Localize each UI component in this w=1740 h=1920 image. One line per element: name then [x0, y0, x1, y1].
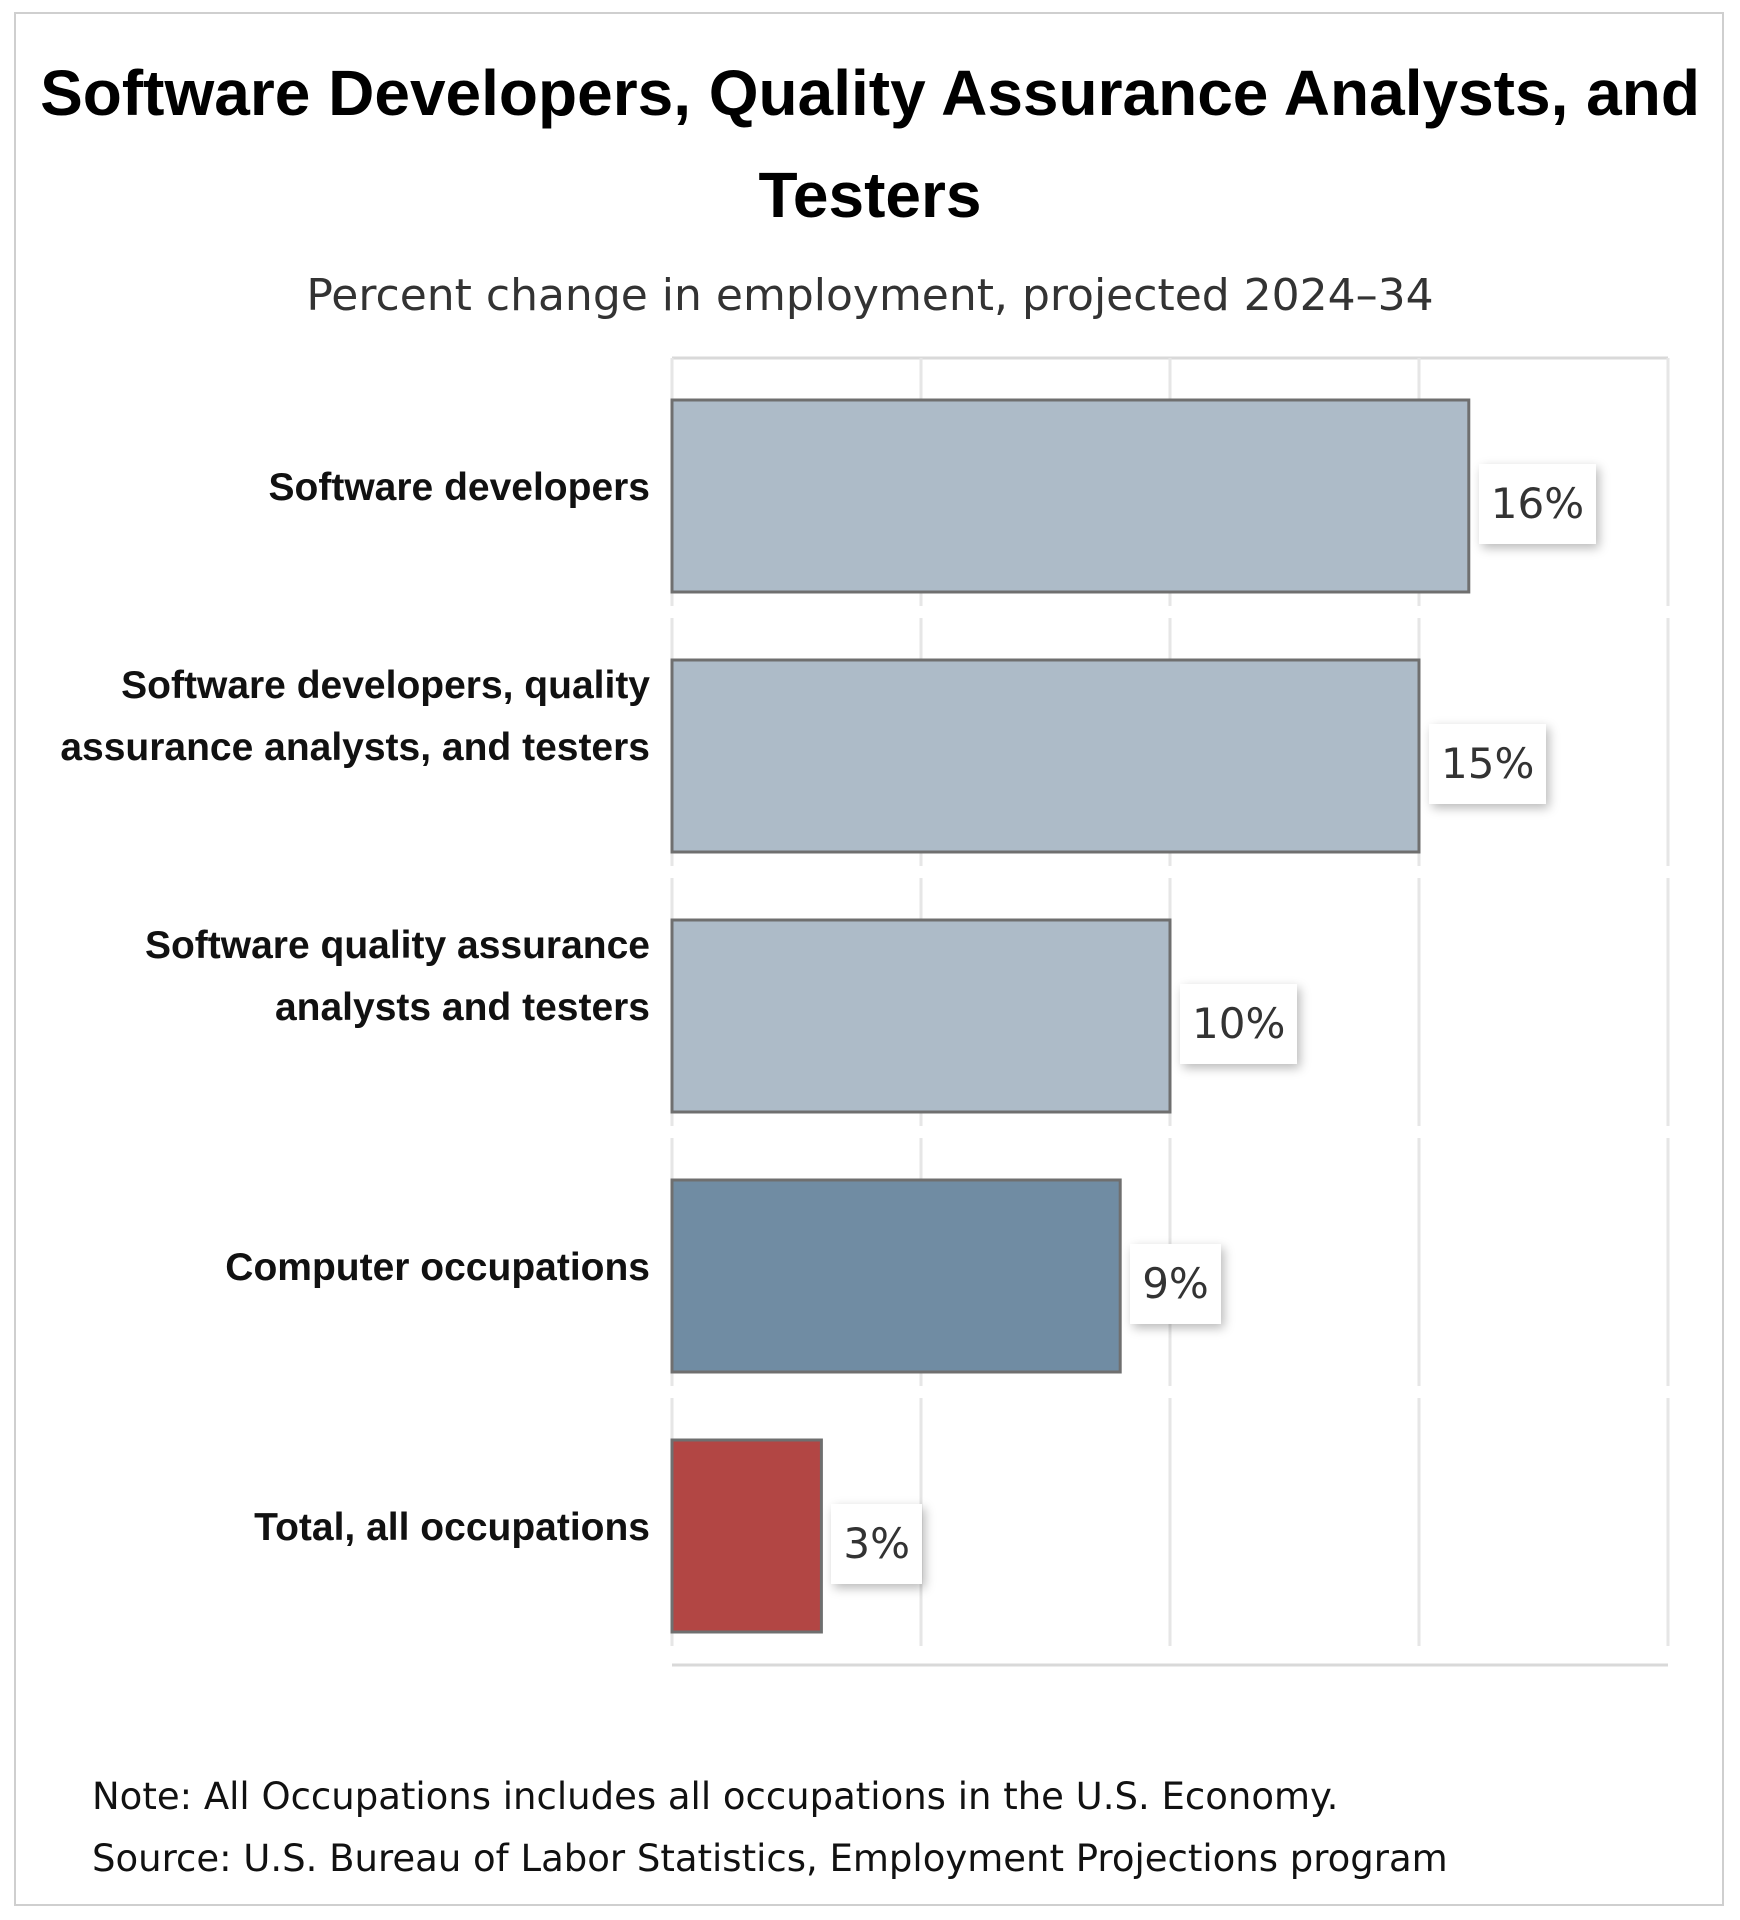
value-label: 9%	[1130, 1244, 1221, 1324]
bar	[670, 918, 1172, 1114]
category-label: Software quality assurance analysts and …	[144, 924, 650, 1029]
bar	[670, 658, 1421, 854]
category-label: Total, all occupations	[254, 1506, 650, 1549]
category-label: Software developers	[268, 466, 650, 509]
value-label: 15%	[1429, 724, 1547, 804]
bar	[670, 398, 1471, 594]
value-label: 3%	[831, 1504, 923, 1584]
chart-footer: Note: All Occupations includes all occup…	[92, 1766, 1652, 1890]
category-label: Computer occupations	[225, 1246, 650, 1289]
value-label: 10%	[1180, 984, 1298, 1064]
value-label: 16%	[1478, 464, 1597, 544]
chart-subtitle: Percent change in employment, projected …	[306, 270, 1434, 321]
bar	[670, 1438, 823, 1634]
chart-title: Software Developers, Quality Assurance A…	[40, 57, 1700, 231]
chart-note: Note: All Occupations includes all occup…	[92, 1775, 1339, 1818]
bar	[670, 1178, 1122, 1374]
chart-source: Source: U.S. Bureau of Labor Statistics,…	[92, 1837, 1448, 1880]
category-label: Software developers, quality assurance a…	[60, 664, 650, 769]
